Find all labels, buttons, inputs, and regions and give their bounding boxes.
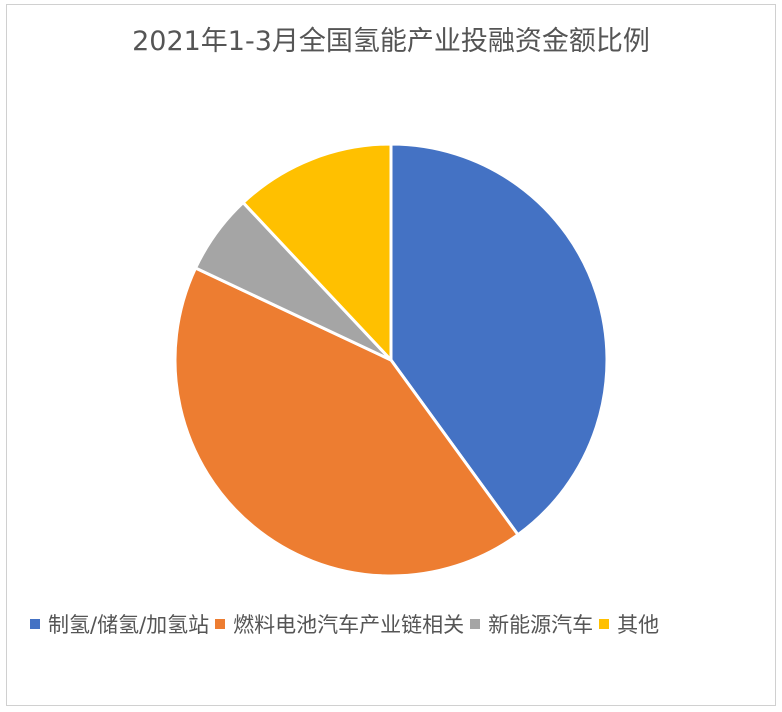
- pie-slice-1: [173, 266, 521, 578]
- legend-label: 新能源汽车: [488, 613, 594, 637]
- pie-slice-0: [389, 142, 609, 537]
- legend-item: 制氢/储氢/加氢站: [30, 609, 209, 639]
- legend-label: 制氢/储氢/加氢站: [48, 613, 210, 637]
- legend-swatch: [599, 619, 610, 629]
- legend-swatch: [470, 619, 481, 629]
- legend-swatch: [30, 619, 40, 629]
- legend-label: 其他: [617, 613, 660, 637]
- legend-label: 燃料电池汽车产业链相关: [233, 613, 465, 637]
- legend-item: 燃料电池汽车产业链相关: [215, 609, 464, 639]
- legend-swatch: [215, 619, 226, 629]
- legend-item: 其他: [599, 609, 659, 639]
- chart-title: 2021年1-3月全国氢能产业投融资金额比例: [132, 26, 650, 57]
- pie-slice-3: [241, 142, 393, 364]
- legend-item: 新能源汽车: [470, 609, 593, 639]
- legend: 制氢/储氢/加氢站 燃料电池汽车产业链相关 新能源汽车 其他: [30, 609, 760, 639]
